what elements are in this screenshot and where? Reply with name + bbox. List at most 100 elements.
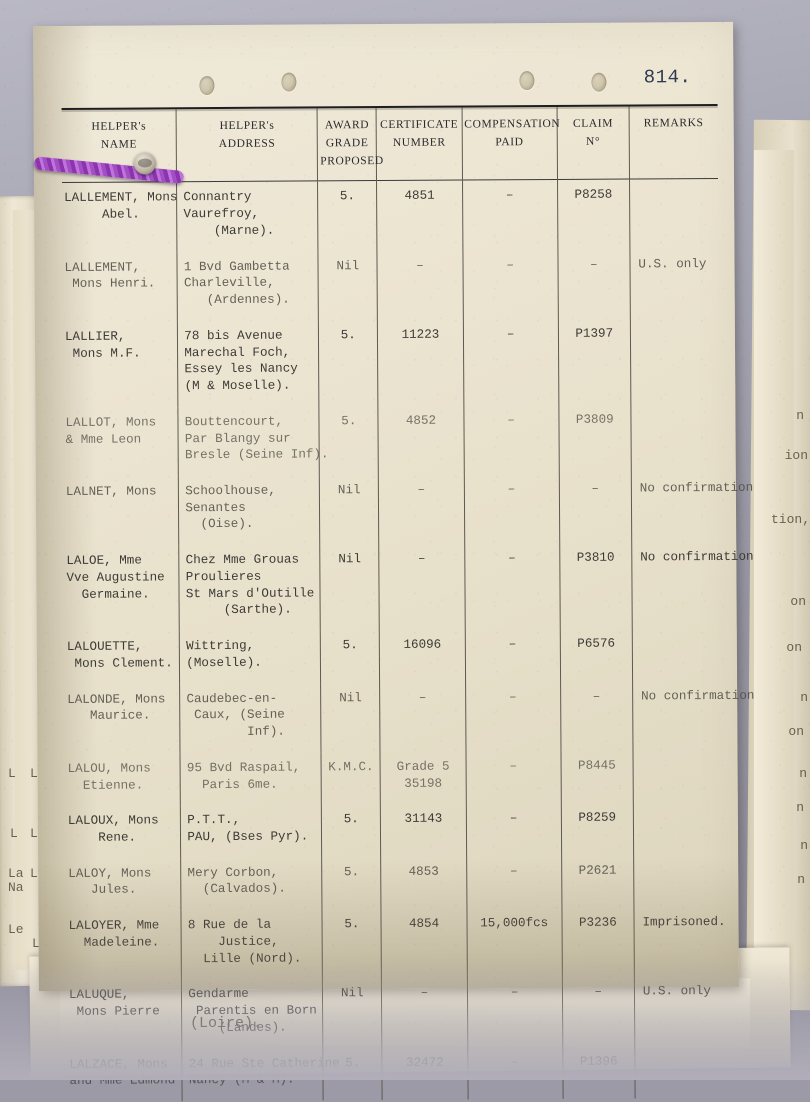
punch-hole (591, 72, 607, 92)
cell-name: LALOUX, Mons Rene. (67, 813, 159, 845)
ledger-table-wrapper: HELPER's NAME HELPER's ADDRESS AWARD GRA… (61, 103, 754, 1102)
cell-remarks (634, 1045, 724, 1099)
cell-award: 5. (319, 405, 379, 476)
bleed-text-left: Na (8, 880, 24, 895)
cell-certificate: – (378, 474, 465, 545)
column-header-line: GRADE (325, 136, 369, 150)
table-row: LALOUX, Mons Rene. P.T.T., PAU, (Bses Pyr… (66, 802, 723, 858)
bleed-text-left: La (8, 866, 24, 881)
cell-award: Nil (318, 250, 378, 321)
cell-address: Connantry Vaurefroy, (Marne). (176, 181, 319, 252)
cell-certificate: 11223 (377, 319, 464, 406)
bleed-text-right: n (796, 408, 804, 423)
column-header-line: REMARKS (643, 117, 704, 130)
cell-address: Chez Mme Grouas Proulieres St Mars d'Out… (179, 544, 321, 632)
cell-certificate: Grade 5 35198 (380, 751, 466, 805)
table-body: LALLEMENT, Mons Abel. Connantry Vaurefroy… (62, 178, 754, 1102)
bleed-text-left: L (8, 766, 16, 781)
cell-compensation: – (462, 318, 559, 406)
cell-certificate: 32472 (382, 1047, 468, 1101)
bleed-text-left: L (30, 766, 38, 781)
cell-name: LALOYER, Mme Madeleine. (68, 918, 160, 950)
column-header-remarks: REMARKS (628, 105, 719, 180)
cell-compensation: – (463, 404, 560, 475)
cell-certificate: 31143 (380, 803, 467, 857)
cell-compensation: – (467, 1046, 563, 1100)
cell-certificate: – (379, 543, 465, 631)
table-row: LALOYER, Mme Madeleine. 8 Rue de la Justi… (66, 907, 726, 980)
cell-award: 5. (322, 909, 382, 979)
column-header-line: COMPENSATION (464, 117, 561, 131)
table-row: LALOY, Mons Jules. Mery Corbon, (Calvados… (66, 854, 723, 911)
cell-award: 5. (321, 804, 381, 858)
column-header-award-grade: AWARD GRADE PROPOSED (317, 108, 384, 182)
cell-name: LALOY, Mons Jules. (68, 866, 152, 898)
cell-award: 5. (323, 1047, 383, 1101)
bleed-text-left: L (30, 826, 38, 841)
underlying-page-fragment: (Loire). (190, 1015, 263, 1032)
cell-claim: – (559, 473, 632, 544)
cell-claim: – (560, 681, 633, 751)
punch-hole (519, 71, 535, 91)
paper-stack-right-inner (754, 150, 794, 1000)
cell-award: Nil (320, 544, 380, 631)
cell-address: P.T.T., PAU, (Bses Pyr). (180, 804, 322, 858)
cell-claim: P1397 (558, 318, 631, 405)
bleed-text-right: n (797, 872, 805, 887)
bleed-text-left: L (30, 866, 38, 881)
column-header-line: CLAIM (572, 117, 614, 130)
cell-name: LALOU, Mons Etienne. (67, 761, 151, 793)
table-row: LALLOT, Mons & Mme Leon Bouttencourt, Par… (63, 403, 720, 477)
cell-certificate: 4852 (378, 405, 464, 476)
cell-compensation: – (464, 629, 561, 683)
cell-certificate: – (377, 250, 463, 320)
cell-claim: P8259 (561, 802, 634, 856)
cell-award: Nil (319, 475, 380, 545)
paper-stack-bottom-inner (59, 973, 751, 1049)
cell-remarks: No confirmation (631, 472, 753, 543)
bleed-text-right: n (799, 766, 807, 781)
column-header-address: HELPER's ADDRESS (176, 108, 318, 183)
cord-knot (133, 152, 156, 175)
page-number: 814. (643, 66, 692, 89)
table-row: LALOE, Mme Vve Augustine Germaine. Chez M… (64, 542, 754, 632)
bleed-text-right: n (796, 800, 804, 815)
column-header-line: NAME (100, 138, 138, 151)
cell-claim: P1396 (562, 1046, 636, 1100)
cell-claim: P2621 (561, 855, 634, 909)
bleed-text-right: on (786, 640, 802, 655)
cell-address: Mery Corbon, (Calvados). (180, 857, 323, 911)
cell-name: LALOUETTE, Mons Clement. (66, 639, 173, 671)
column-header-claim-number: CLAIM N° (556, 106, 630, 180)
column-header-line: HELPER's (219, 119, 275, 133)
bleed-text-right: ion (784, 448, 808, 463)
table-row: LALOUETTE, Mons Clement. Wittring, (Mosel… (65, 628, 722, 684)
table-row: LALLIER, Mons M.F. 78 bis Avenue Marechal… (63, 317, 720, 408)
table-row: LALZACE, Mons and Mme Edmond 24 Rue Ste C… (67, 1045, 724, 1102)
cell-claim: P3809 (558, 404, 632, 474)
cell-award: 5. (317, 180, 378, 252)
cell-compensation: – (466, 855, 562, 909)
cell-compensation: – (463, 473, 560, 544)
cell-claim: P8445 (560, 750, 634, 804)
cell-address: Wittring, (Moselle). (179, 630, 321, 684)
column-header-line: PAID (495, 135, 524, 149)
cell-certificate: 16096 (379, 629, 466, 683)
cell-name: LALLEMENT, Mons Abel. (64, 190, 178, 223)
ledger-page: 814. HELPER's NAME HELPER's (33, 21, 754, 1102)
cell-address: 24 Rue Ste Catherine Nancy (M & M). (182, 1048, 340, 1102)
cell-compensation: – (462, 179, 558, 251)
cell-claim: P8258 (557, 179, 630, 250)
table-row: LALOU, Mons Etienne. 95 Bvd Raspail, Pari… (66, 749, 722, 806)
cell-award: 5. (318, 319, 379, 407)
cell-certificate: 4854 (381, 908, 468, 979)
cell-address: 95 Bvd Raspail, Paris 6me. (180, 752, 322, 806)
cell-award: 5. (321, 856, 382, 910)
table-row: LALLEMENT, Mons Abel. Connantry Vaurefroy… (62, 178, 719, 253)
cell-claim: P3810 (559, 542, 633, 630)
cell-award: Nil (322, 978, 383, 1049)
column-header-line: HELPER's (91, 120, 147, 133)
cell-name: LALOE, Mme Vve Augustine Germaine. (66, 553, 165, 602)
cell-claim: – (557, 249, 631, 319)
